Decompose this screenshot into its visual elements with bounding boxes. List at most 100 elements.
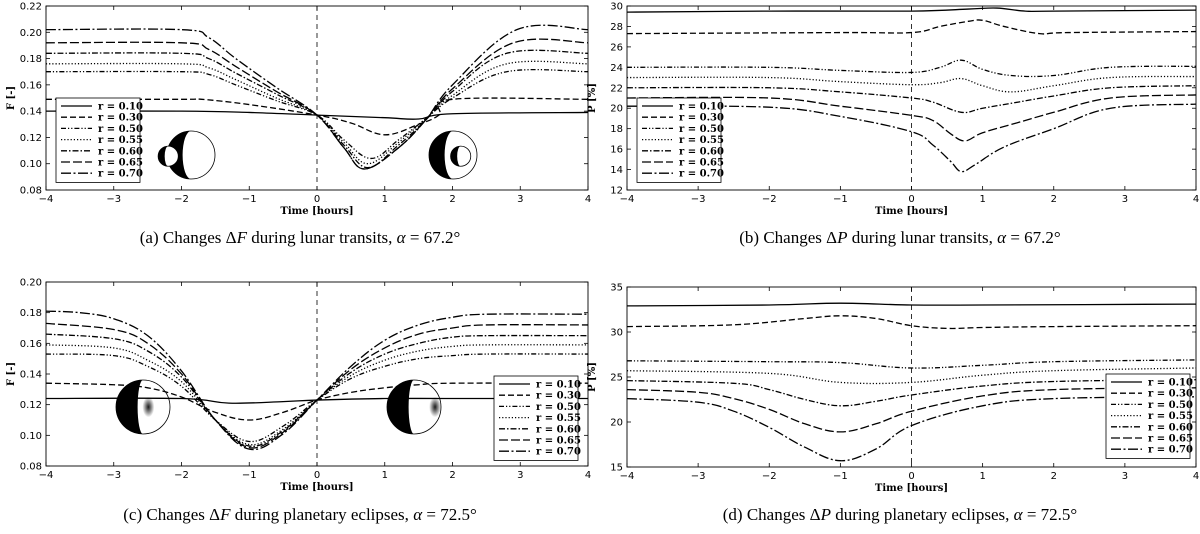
y-tick-label: 28 <box>610 22 623 33</box>
y-tick-label: 24 <box>610 63 623 74</box>
series-line-010 <box>627 302 1196 307</box>
legend-label: r = 0.70 <box>679 169 724 180</box>
series-line-070 <box>46 310 588 451</box>
x-tick-label: −2 <box>762 471 777 482</box>
x-tick-label: 0 <box>908 194 914 205</box>
y-tick-label: 0.16 <box>20 339 42 350</box>
legend-label: r = 0.10 <box>98 102 143 113</box>
y-tick-label: 0.18 <box>20 308 42 319</box>
y-axis-label: P [%] <box>587 362 598 392</box>
y-tick-label: 20 <box>610 104 623 115</box>
planet-night-side-icon <box>387 380 414 434</box>
series-line-070 <box>46 24 588 170</box>
x-tick-label: 0 <box>314 470 320 481</box>
caption-a: (a) Changes ΔF during lunar transits, α … <box>139 228 461 247</box>
panel-c: −4 −3 −2 −1 0 1 2 3 4 0.08 0.10 0.12 0.14 0.16 0.18 0.2… <box>0 267 600 534</box>
legend-label: r = 0.30 <box>98 113 143 124</box>
legend-label: r = 0.65 <box>1148 434 1193 445</box>
series-line-060 <box>46 49 588 169</box>
legend-label: r = 0.10 <box>679 102 724 113</box>
series-line-030 <box>627 315 1196 330</box>
x-tick-label: 1 <box>382 194 388 205</box>
legend-label: r = 0.50 <box>1148 400 1193 411</box>
legend: r = 0.10r = 0.30r = 0.50r = 0.55r = 0.60… <box>55 97 143 183</box>
series-line-070 <box>627 396 1196 462</box>
series-group <box>627 7 1196 173</box>
series-line-070 <box>627 103 1196 173</box>
x-tick-label: −4 <box>39 470 54 481</box>
legend-label: r = 0.65 <box>679 158 724 169</box>
y-tick-label: 15 <box>610 463 623 474</box>
y-tick-label: 0.12 <box>20 400 42 411</box>
panel-d: −4 −3 −2 −1 0 1 2 3 4 15 20 25 30 35 Time [hours] P [%]… <box>587 267 1200 534</box>
inset-diagram-transit-right <box>428 130 478 180</box>
legend-label: r = 0.10 <box>536 380 581 391</box>
y-tick-label: 0.18 <box>20 54 42 65</box>
legend-box <box>55 97 141 183</box>
legend: r = 0.10r = 0.30r = 0.50r = 0.55r = 0.60… <box>493 375 581 461</box>
series-line-050 <box>46 68 588 160</box>
y-tick-label: 26 <box>610 42 623 53</box>
legend-label: r = 0.55 <box>536 413 581 424</box>
y-tick-label: 0.10 <box>20 159 42 170</box>
inset-diagram-transit-left <box>157 130 216 180</box>
y-tick-label: 0.08 <box>20 186 42 197</box>
y-tick-label: 0.22 <box>20 2 42 13</box>
y-tick-label: 0.14 <box>20 107 42 118</box>
planet-night-side-icon <box>429 131 453 179</box>
x-tick-label: −4 <box>39 194 54 205</box>
moon-shadow-icon <box>429 396 441 418</box>
planet-night-side-icon <box>167 131 191 179</box>
y-tick-label: 0.14 <box>20 370 42 381</box>
x-tick-label: 1 <box>979 194 985 205</box>
moon-night-side-icon <box>450 146 461 167</box>
caption-c: (c) Changes ΔF during planetary eclipses… <box>123 505 477 524</box>
y-tick-label: 18 <box>610 124 623 135</box>
x-tick-label: 0 <box>908 471 914 482</box>
x-tick-label: −1 <box>242 470 257 481</box>
series-line-010 <box>46 397 588 404</box>
series-line-055 <box>46 344 588 446</box>
legend-label: r = 0.60 <box>679 146 724 157</box>
legend-label: r = 0.30 <box>536 391 581 402</box>
y-tick-label: 0.16 <box>20 80 42 91</box>
x-axis-label: Time [hours] <box>875 483 948 494</box>
x-tick-label: −3 <box>106 194 121 205</box>
x-tick-label: −1 <box>833 471 848 482</box>
legend-label: r = 0.65 <box>536 436 581 447</box>
series-line-050 <box>627 359 1196 369</box>
legend-label: r = 0.55 <box>98 135 143 146</box>
y-tick-label: 12 <box>610 186 623 197</box>
series-group <box>46 310 588 451</box>
legend-label: r = 0.30 <box>1148 389 1193 400</box>
y-tick-label: 0.10 <box>20 431 42 442</box>
x-tick-label: −2 <box>174 470 189 481</box>
legend-label: r = 0.60 <box>536 424 581 435</box>
moon-shadow-icon <box>142 396 155 418</box>
legend-label: r = 0.65 <box>98 158 143 169</box>
x-tick-label: −2 <box>762 194 777 205</box>
series-line-060 <box>627 85 1196 114</box>
y-tick-label: 35 <box>610 283 623 294</box>
inset-diagram-eclipse-left <box>115 379 171 435</box>
series-line-060 <box>627 379 1196 407</box>
y-tick-label: 0.08 <box>20 462 42 473</box>
x-tick-label: 3 <box>517 194 523 205</box>
series-line-050 <box>627 59 1196 78</box>
legend-label: r = 0.70 <box>536 447 581 458</box>
x-axis-label: Time [hours] <box>875 206 948 217</box>
y-tick-label: 30 <box>610 2 623 13</box>
x-tick-label: −3 <box>691 471 706 482</box>
chart-c-svg: −4 −3 −2 −1 0 1 2 3 4 0.08 0.10 0.12 0.14 0.16 0.18 0.2… <box>6 278 591 494</box>
series-line-030 <box>46 382 588 421</box>
series-line-030 <box>46 97 588 136</box>
x-tick-label: 4 <box>1193 471 1199 482</box>
x-tick-label: 0 <box>314 194 320 205</box>
y-tick-label: 16 <box>610 145 623 156</box>
y-axis-label: F [-] <box>6 86 17 110</box>
legend: r = 0.10r = 0.30r = 0.50r = 0.55r = 0.60… <box>636 97 724 183</box>
y-tick-label: 14 <box>610 165 623 176</box>
x-tick-label: −1 <box>242 194 257 205</box>
